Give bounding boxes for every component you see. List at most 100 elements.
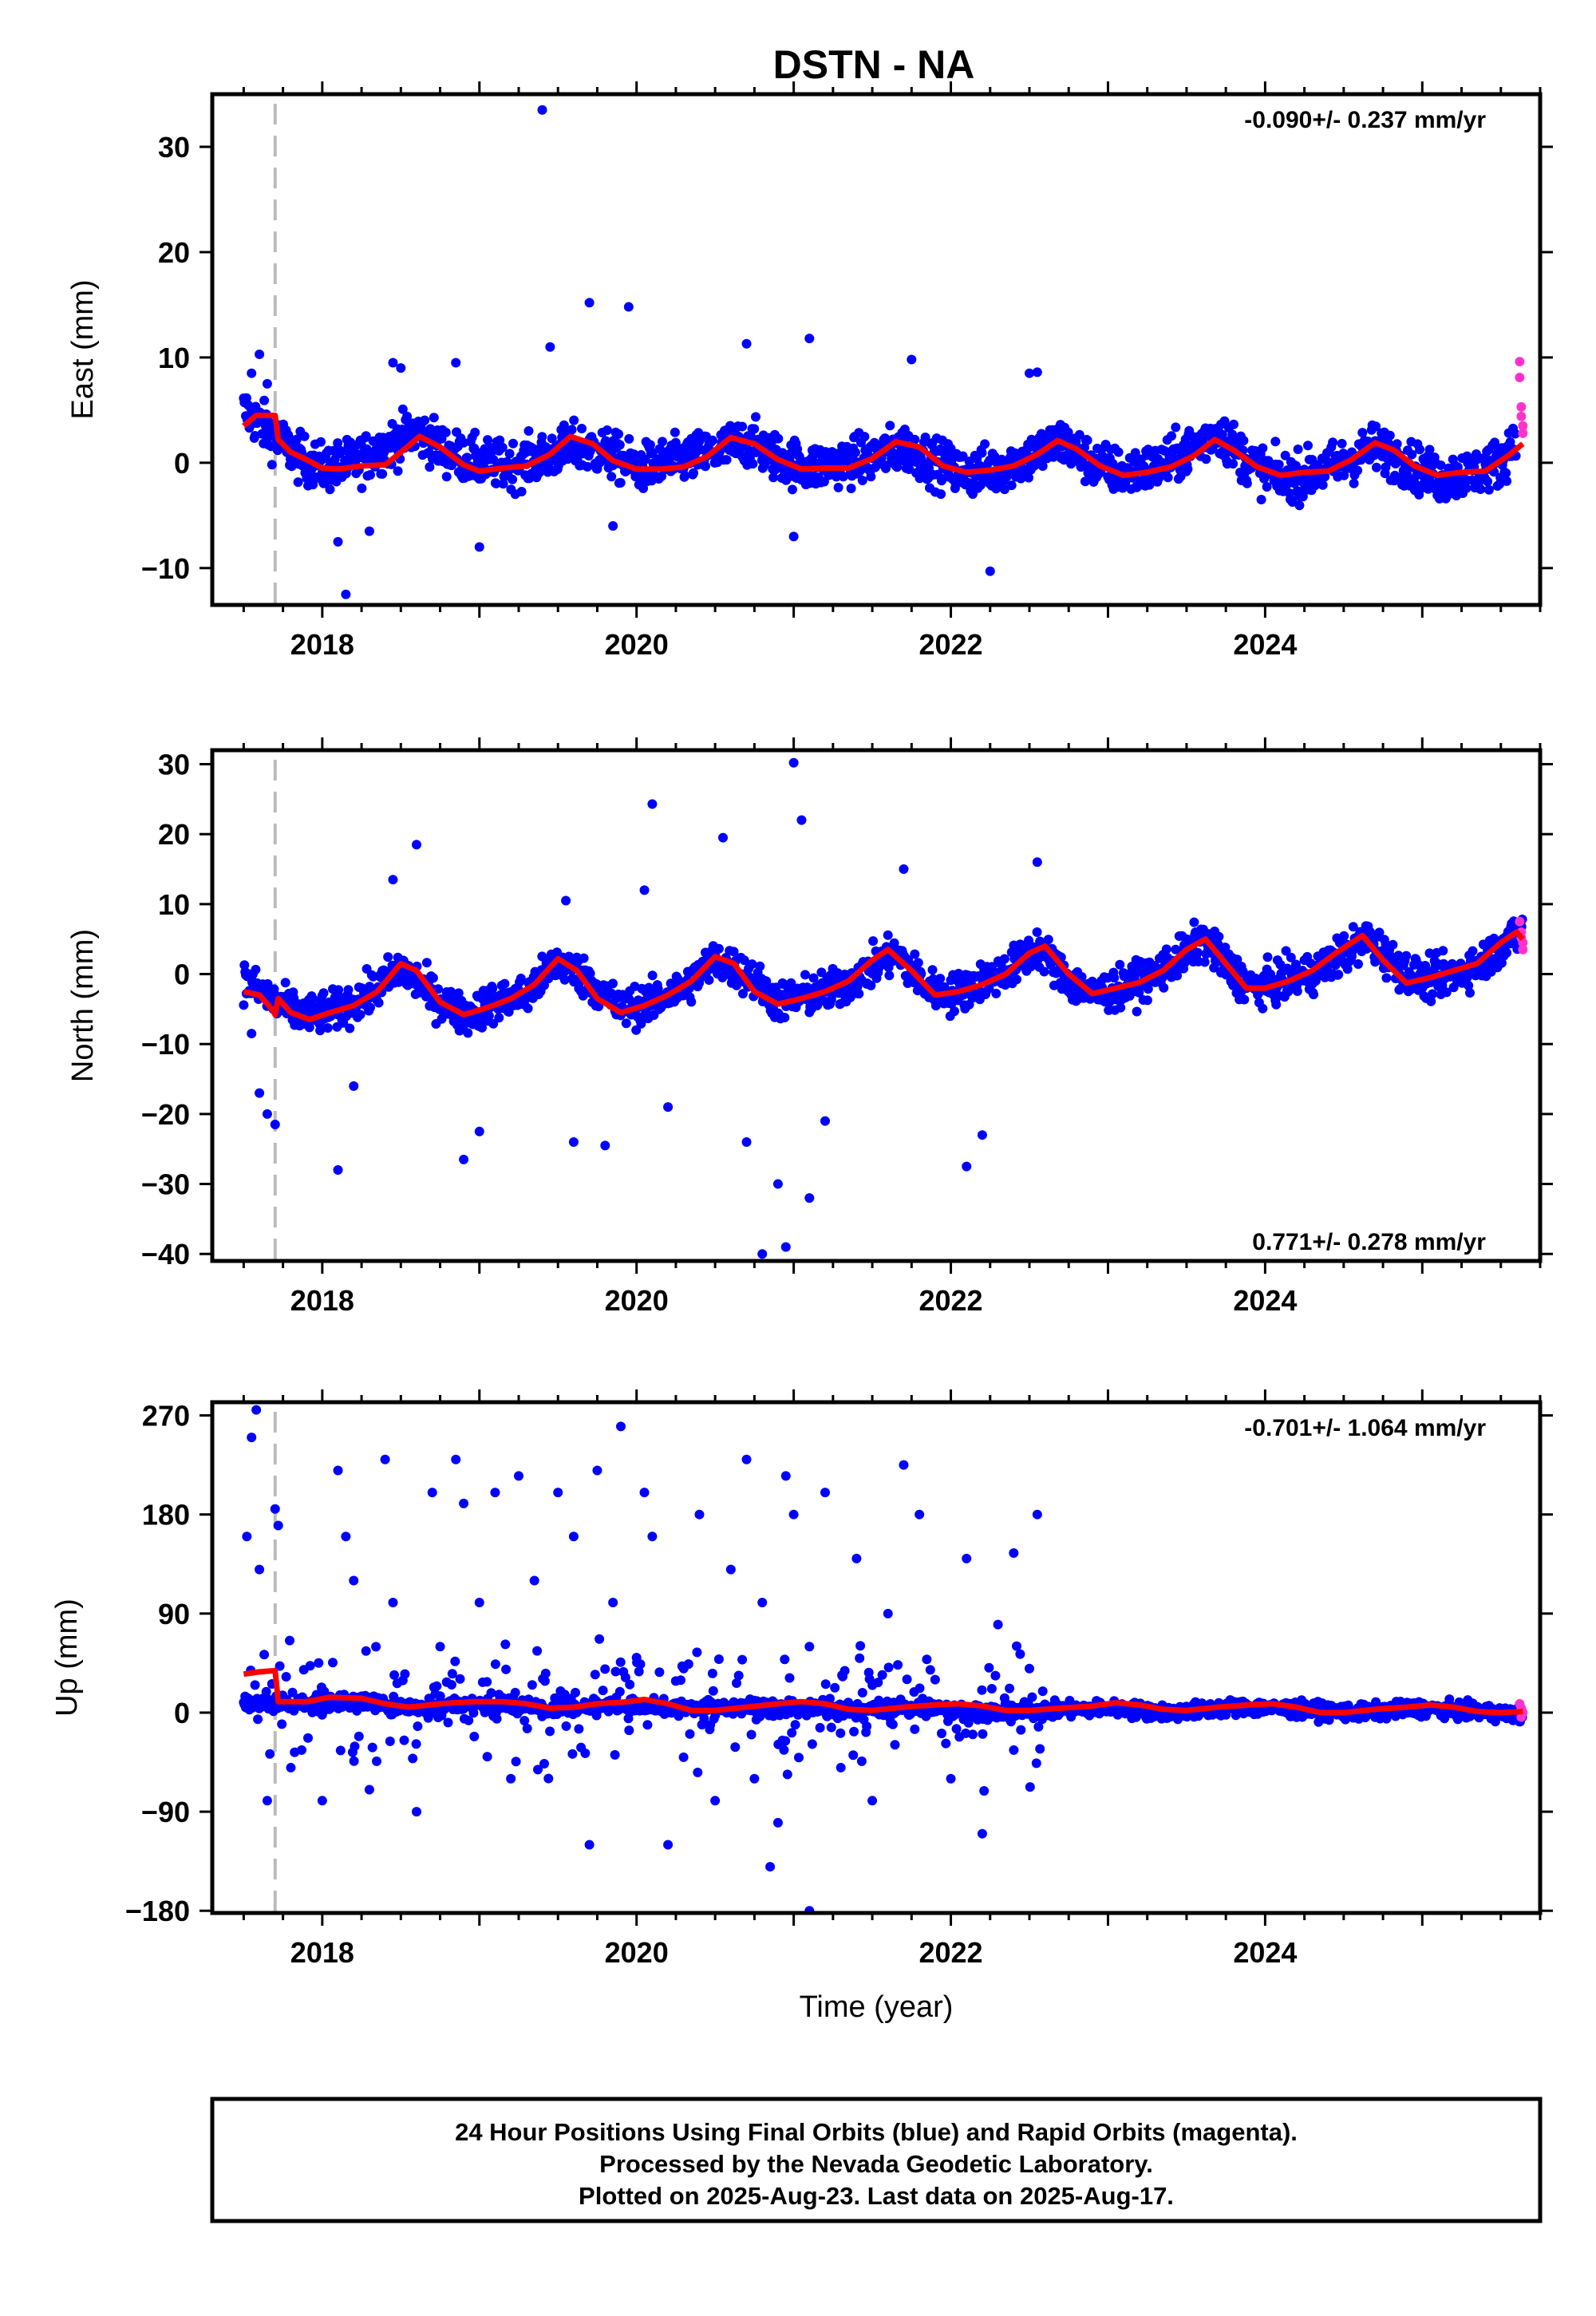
up-daily-point bbox=[915, 1683, 925, 1694]
up-daily-point bbox=[836, 1728, 846, 1738]
east-rapid-point bbox=[1516, 401, 1527, 412]
east-daily-point bbox=[393, 466, 403, 476]
north-daily-point bbox=[991, 988, 1001, 998]
east-daily-point bbox=[1337, 438, 1347, 449]
east-daily-point bbox=[1139, 461, 1149, 472]
up-daily-point bbox=[492, 1713, 502, 1724]
east-daily-point bbox=[1339, 470, 1349, 480]
north-daily-point bbox=[1109, 973, 1120, 983]
up-plot-area bbox=[239, 1405, 1528, 1913]
up-daily-point bbox=[676, 1675, 685, 1686]
east-outlier-point bbox=[985, 566, 995, 576]
north-daily-point bbox=[884, 970, 895, 981]
east-plot-area bbox=[239, 104, 1528, 605]
figure-title: DSTN - NA bbox=[773, 42, 975, 87]
north-outlier-point bbox=[561, 895, 571, 906]
up-daily-point bbox=[794, 1753, 804, 1763]
north-daily-point bbox=[484, 1010, 494, 1021]
up-daily-point bbox=[350, 1741, 360, 1752]
up-daily-point bbox=[634, 1666, 644, 1677]
up-daily-point bbox=[432, 1681, 442, 1691]
north-ytick-label: 30 bbox=[158, 749, 190, 781]
north-daily-point bbox=[251, 964, 261, 974]
north-daily-point bbox=[1353, 959, 1363, 969]
north-daily-point bbox=[1239, 994, 1250, 1005]
east-xtick-label: 2024 bbox=[1233, 628, 1297, 661]
up-daily-point bbox=[408, 1753, 418, 1764]
east-daily-point bbox=[569, 415, 579, 425]
east-daily-point bbox=[833, 482, 843, 492]
north-daily-point bbox=[1468, 946, 1478, 956]
north-daily-point bbox=[1464, 980, 1474, 990]
north-outlier-point bbox=[796, 815, 807, 825]
east-daily-point bbox=[885, 421, 895, 431]
up-daily-point bbox=[361, 1646, 371, 1656]
east-daily-point bbox=[670, 437, 681, 448]
east-outlier-point bbox=[396, 363, 406, 373]
north-daily-point bbox=[713, 943, 724, 954]
up-daily-point bbox=[922, 1654, 932, 1665]
north-ylabel: North (mm) bbox=[66, 929, 100, 1082]
east-daily-point bbox=[1353, 465, 1363, 476]
north-daily-point bbox=[1401, 951, 1412, 961]
up-daily-point bbox=[411, 1739, 421, 1749]
north-daily-point bbox=[1271, 999, 1282, 1010]
east-daily-point bbox=[1415, 445, 1425, 455]
east-daily-point bbox=[1424, 445, 1435, 455]
east-daily-point bbox=[333, 438, 343, 449]
up-daily-point bbox=[490, 1659, 500, 1670]
up-daily-point bbox=[303, 1733, 313, 1743]
up-daily-point bbox=[486, 1688, 496, 1698]
up-daily-point bbox=[354, 1731, 364, 1741]
east-daily-point bbox=[1501, 468, 1511, 478]
up-daily-point bbox=[941, 1738, 951, 1749]
up-daily-point bbox=[287, 1687, 298, 1697]
up-daily-point bbox=[595, 1634, 605, 1644]
north-daily-point bbox=[1333, 970, 1344, 980]
east-daily-point bbox=[680, 471, 690, 480]
north-daily-point bbox=[1309, 990, 1319, 1000]
east-daily-point bbox=[1385, 430, 1395, 441]
north-daily-point bbox=[383, 952, 393, 962]
east-daily-point bbox=[291, 434, 302, 445]
up-daily-point bbox=[855, 1653, 865, 1663]
east-daily-point bbox=[606, 472, 617, 482]
north-daily-point bbox=[516, 974, 526, 983]
north-daily-point bbox=[1258, 1003, 1268, 1014]
east-daily-point bbox=[647, 448, 658, 458]
east-daily-point bbox=[1372, 462, 1381, 472]
up-daily-point bbox=[937, 1729, 946, 1738]
north-daily-point bbox=[1115, 959, 1125, 970]
north-daily-point bbox=[500, 978, 510, 989]
up-daily-point bbox=[780, 1736, 791, 1746]
east-xtick-label: 2018 bbox=[290, 628, 354, 661]
north-daily-point bbox=[1032, 927, 1042, 937]
up-daily-point bbox=[678, 1752, 689, 1762]
north-daily-point bbox=[868, 936, 879, 947]
north-daily-point bbox=[935, 974, 946, 984]
east-daily-point bbox=[1037, 461, 1048, 471]
north-daily-point bbox=[1132, 1006, 1142, 1017]
up-daily-point bbox=[877, 1670, 887, 1680]
north-frame bbox=[210, 748, 1543, 1263]
up-daily-point bbox=[533, 1765, 543, 1775]
up-daily-point bbox=[598, 1686, 608, 1696]
north-outlier-point bbox=[412, 840, 421, 850]
east-daily-point bbox=[819, 476, 829, 487]
east-daily-point bbox=[904, 464, 915, 474]
north-daily-point bbox=[1281, 946, 1291, 956]
up-daily-point bbox=[855, 1641, 866, 1651]
north-outlier-point bbox=[349, 1081, 359, 1091]
east-daily-point bbox=[614, 440, 625, 450]
east-daily-point bbox=[336, 447, 346, 456]
east-ytick-label: 10 bbox=[158, 342, 190, 374]
north-daily-point bbox=[523, 1003, 533, 1014]
east-daily-point bbox=[999, 484, 1009, 495]
east-daily-point bbox=[559, 420, 569, 430]
up-daily-point bbox=[713, 1654, 724, 1664]
north-ytick-label: 20 bbox=[158, 818, 190, 851]
up-daily-point bbox=[464, 1715, 474, 1725]
north-daily-point bbox=[504, 1006, 514, 1017]
north-xtick-label: 2022 bbox=[918, 1284, 982, 1317]
